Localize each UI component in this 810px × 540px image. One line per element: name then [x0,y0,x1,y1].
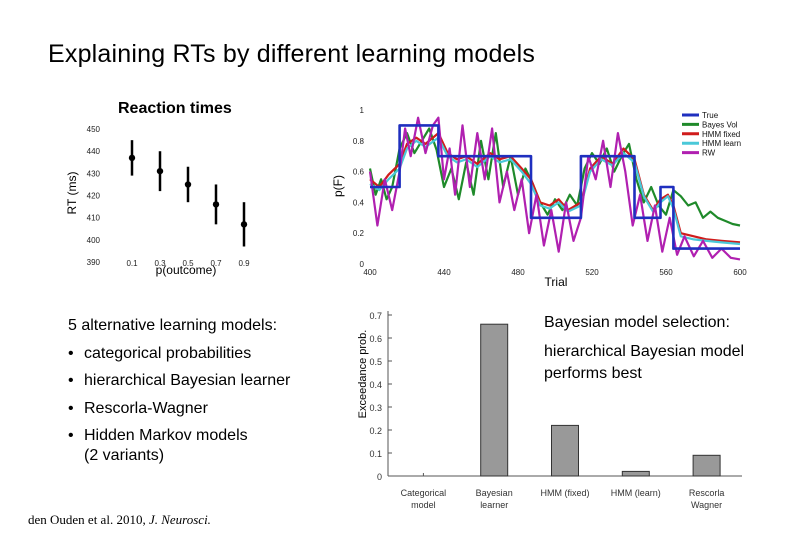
citation-journal: J. Neurosci. [148,512,211,527]
pf-x-axis-label: Trial [545,275,568,289]
rt-y-tick-label: 420 [87,192,101,201]
pf-y-tick-label: 0.6 [353,168,365,177]
bar-y-tick-label: 0.2 [369,426,382,436]
series-line [369,132,741,244]
bar-y-tick-label: 0.5 [369,357,382,367]
list-item-text: categorical probabilities [84,344,252,362]
bar-y-tick-label: 0.3 [369,403,382,413]
list-item-text: Hidden Markov models [84,427,248,444]
bar-y-tick-label: 0.6 [369,334,382,344]
bar [692,454,721,477]
list-item-text: hierarchical Bayesian learner [84,372,291,389]
bullet-icon: • [68,344,74,362]
legend-label: Bayes Vol [702,120,738,129]
rt-y-axis-label: RT (ms) [65,172,79,215]
rt-data-point [240,221,248,228]
series-line [368,116,741,261]
pf-y-tick-label: 0.8 [353,137,365,146]
model-selection-note: Bayesian model selection: hierarchical B… [544,312,794,385]
list-item: • Rescorla-Wagner [68,395,290,423]
model-selection-heading: Bayesian model selection: [544,314,730,331]
bar-y-tick-label: 0.4 [369,380,382,390]
pf-y-tick-label: 0.4 [353,198,365,207]
pf-y-tick-label: 1 [360,106,365,115]
bar-y-tick-label: 0.7 [369,311,382,321]
pf-x-tick-label: 560 [659,268,673,277]
bar-category-label: HMM (learn) [611,488,661,498]
bar [621,470,650,477]
rt-y-tick-label: 390 [87,258,101,267]
rt-data-point [156,167,164,175]
rt-data-point [212,201,220,208]
list-item: • hierarchical Bayesian learner [68,367,290,395]
bar-category-label: Categorical model [401,488,447,510]
bar [480,323,509,477]
legend-label: True [702,111,719,120]
model-list: 5 alternative learning models: • categori… [68,312,290,469]
list-item: • categorical probabilities [68,340,290,368]
bar-category-label: Rescorla Wagner [689,488,725,510]
list-item-subtext: (2 variants) [84,446,165,464]
rt-y-tick-label: 450 [87,125,101,134]
pf-x-tick-label: 600 [733,268,747,277]
rt-x-tick-label: 0.9 [238,259,250,268]
rt-x-tick-label: 0.3 [154,259,166,268]
pf-x-tick-label: 440 [437,268,451,277]
rt-chart-title: Reaction times [118,100,232,117]
rt-y-tick-label: 430 [87,169,101,178]
citation: den Ouden et al. 2010, J. Neurosci. [28,512,211,528]
bar-y-tick-label: 0.1 [369,449,382,459]
pf-y-axis-label: p(F) [331,175,345,197]
rt-y-tick-label: 410 [87,214,101,223]
legend-label: RW [702,149,716,158]
bar-category-label: HMM (fixed) [541,488,590,498]
bar-category-label: Bayesian learner [476,488,513,510]
legend-label: HMM fixed [702,130,740,139]
bar [551,424,579,477]
citation-authors: den Ouden et al. 2010, [28,512,146,527]
pf-x-tick-label: 400 [363,268,377,277]
rt-x-axis-label: p(outcome) [156,263,217,277]
bar-y-tick-label: 0 [377,472,382,482]
legend-label: HMM learn [702,139,741,148]
pf-x-tick-label: 480 [511,268,525,277]
bar-y-axis-label: Exceedance prob. [357,330,369,419]
rt-x-tick-label: 0.7 [210,259,222,268]
list-item-text: Rescorla-Wagner [84,399,208,417]
rt-y-tick-label: 400 [87,236,101,245]
bullet-icon: • [68,427,74,444]
rt-x-tick-label: 0.5 [182,259,194,268]
rt-x-tick-label: 0.1 [126,259,138,268]
rt-data-point [128,154,136,162]
model-list-heading: 5 alternative learning models: [68,317,278,334]
rt-y-tick-label: 440 [87,147,101,156]
series-line [369,136,741,246]
rt-data-point [184,181,192,188]
pf-y-tick-label: 0.2 [353,229,365,238]
pf-x-tick-label: 520 [585,268,599,277]
model-selection-text: hierarchical Bayesian model performs bes… [544,343,745,382]
series-line [370,124,740,250]
pf-y-tick-label: 0 [360,260,365,269]
list-item: • Hidden Markov models [68,422,290,450]
bullet-icon: • [68,399,74,417]
slide-title: Explaining RTs by different learning mod… [48,40,536,68]
bullet-icon: • [68,372,74,389]
